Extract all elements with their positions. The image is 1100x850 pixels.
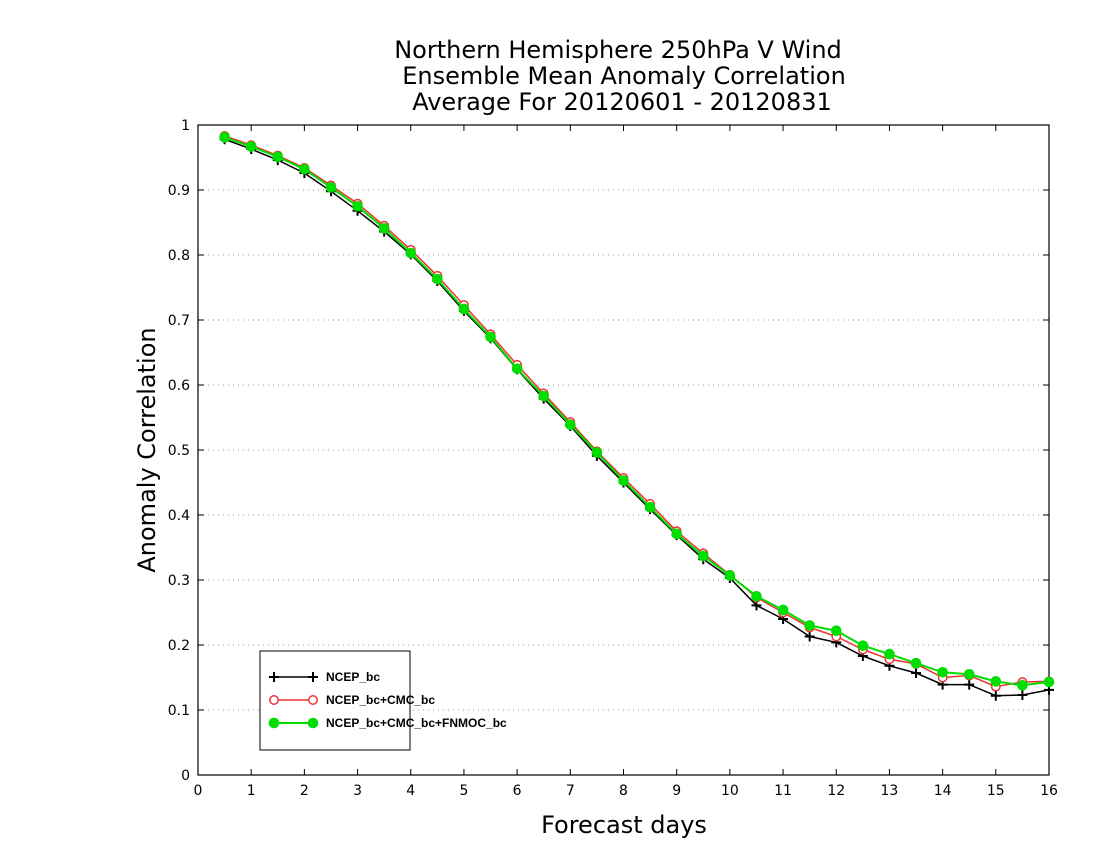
chart-title: Northern Hemisphere 250hPa V Wind Ensemb… xyxy=(394,36,846,116)
data-point-s2-4 xyxy=(325,182,337,193)
y-tick-label-5: 0.5 xyxy=(168,443,190,459)
series-2 xyxy=(219,132,1055,691)
data-point-s2-7 xyxy=(405,247,417,259)
legend-entry-0: NCEP_bc xyxy=(269,670,380,684)
y-tick-label-9: 0.9 xyxy=(168,183,190,199)
data-point-s2-2 xyxy=(272,151,284,163)
legend-entry-2: NCEP_bc+CMC_bc+FNMOC_bc xyxy=(268,716,507,730)
y-tick-label-0: 0 xyxy=(181,768,190,784)
legend-marker-left-2 xyxy=(268,717,280,729)
data-point-s2-8 xyxy=(432,273,443,285)
x-axis-title: Forecast days xyxy=(541,811,707,839)
x-tick-label-3: 3 xyxy=(353,783,362,799)
title-line-1: Northern Hemisphere 250hPa V Wind xyxy=(394,36,842,64)
data-point-s0-28 xyxy=(964,679,975,690)
y-tick-label-2: 0.2 xyxy=(168,638,190,654)
y-tick-label-10: 1 xyxy=(181,118,190,134)
x-tick-label-5: 5 xyxy=(459,783,468,799)
x-tick-label-10: 10 xyxy=(721,783,739,799)
data-point-s2-20 xyxy=(751,590,762,602)
data-point-s2-17 xyxy=(671,528,682,540)
legend: NCEP_bc NCEP_bc+CMC_bc NCEP_bc+CMC_bc+FNMO… xyxy=(259,650,507,751)
title-line-3: Average For 20120601 - 20120831 xyxy=(412,88,832,116)
data-point-s2-27 xyxy=(937,667,948,678)
series-line-1 xyxy=(224,135,1050,688)
data-point-s0-22 xyxy=(804,631,815,642)
x-tick-label-7: 7 xyxy=(566,783,575,799)
data-point-s2-6 xyxy=(378,223,390,234)
x-tick-label-6: 6 xyxy=(513,783,522,799)
data-point-s2-19 xyxy=(724,570,736,581)
data-point-s2-12 xyxy=(538,390,550,402)
series-layer xyxy=(219,131,1055,701)
data-point-s0-29 xyxy=(990,690,1001,701)
data-point-s2-31 xyxy=(1043,676,1055,688)
legend-label-0: NCEP_bc xyxy=(326,670,380,684)
x-axis-tick-labels: 0 1 2 3 4 5 6 7 8 9 10 11 12 13 14 15 16 xyxy=(194,783,1058,799)
x-tick-label-9: 9 xyxy=(672,783,681,799)
data-point-s2-11 xyxy=(511,363,523,375)
data-point-s2-3 xyxy=(299,163,310,175)
legend-marker-right-0 xyxy=(308,672,318,682)
data-point-s2-22 xyxy=(804,620,815,631)
x-tick-label-8: 8 xyxy=(619,783,628,799)
y-axis-tick-labels: 0 0.1 0.2 0.3 0.4 0.5 0.6 0.7 0.8 0.9 1 xyxy=(168,118,190,784)
x-tick-label-0: 0 xyxy=(194,783,203,799)
legend-entry-1: NCEP_bc+CMC_bc xyxy=(269,693,435,707)
y-axis-title: Anomaly Correlation xyxy=(133,327,161,572)
series-1 xyxy=(219,131,1054,692)
data-point-s2-29 xyxy=(990,676,1002,687)
data-point-s2-10 xyxy=(485,331,496,343)
data-point-s2-30 xyxy=(1017,680,1028,691)
legend-marker-right-2 xyxy=(307,717,319,729)
x-tick-label-11: 11 xyxy=(774,783,792,799)
data-point-s2-24 xyxy=(857,640,869,651)
y-tick-label-8: 0.8 xyxy=(168,248,190,264)
data-point-s2-25 xyxy=(884,648,895,660)
data-point-s2-5 xyxy=(352,200,363,212)
data-point-s2-21 xyxy=(777,604,789,616)
data-point-s0-30 xyxy=(1017,690,1028,701)
gridlines xyxy=(198,189,1049,711)
legend-marker-left-0 xyxy=(269,672,279,682)
x-tick-label-14: 14 xyxy=(934,783,952,799)
y-tick-label-7: 0.7 xyxy=(168,313,190,329)
series-line-0 xyxy=(224,138,1050,697)
data-point-s2-28 xyxy=(963,668,975,680)
data-point-s2-18 xyxy=(697,550,709,562)
x-tick-label-16: 16 xyxy=(1040,783,1058,799)
data-point-s0-26 xyxy=(911,667,922,678)
data-point-s2-16 xyxy=(644,501,656,513)
series-line-2 xyxy=(224,136,1050,687)
data-point-s2-1 xyxy=(245,141,257,152)
x-tick-label-15: 15 xyxy=(987,783,1005,799)
legend-entries: NCEP_bc NCEP_bc+CMC_bc NCEP_bc+CMC_bc+FNMO… xyxy=(268,670,507,730)
x-tick-label-4: 4 xyxy=(406,783,415,799)
y-tick-label-4: 0.4 xyxy=(168,508,190,524)
data-point-s2-15 xyxy=(618,475,629,486)
data-point-s2-26 xyxy=(910,657,922,669)
data-point-s2-9 xyxy=(458,303,470,315)
data-point-s2-13 xyxy=(565,419,576,430)
data-point-s2-0 xyxy=(219,132,230,143)
data-point-s2-14 xyxy=(591,447,603,458)
x-tick-label-2: 2 xyxy=(300,783,309,799)
axis-ticks xyxy=(197,124,1050,776)
y-tick-label-3: 0.3 xyxy=(168,573,190,589)
x-tick-label-13: 13 xyxy=(881,783,899,799)
legend-marker-right-1 xyxy=(308,695,318,705)
title-line-2: Ensemble Mean Anomaly Correlation xyxy=(402,62,846,90)
legend-label-2: NCEP_bc+CMC_bc+FNMOC_bc xyxy=(326,716,507,730)
y-tick-label-1: 0.1 xyxy=(168,703,190,719)
data-point-s2-23 xyxy=(830,625,842,637)
x-tick-label-1: 1 xyxy=(247,783,256,799)
legend-marker-left-1 xyxy=(269,695,279,705)
series-0 xyxy=(219,134,1054,701)
x-tick-label-12: 12 xyxy=(827,783,845,799)
y-tick-label-6: 0.6 xyxy=(168,378,190,394)
legend-label-1: NCEP_bc+CMC_bc xyxy=(326,693,435,707)
